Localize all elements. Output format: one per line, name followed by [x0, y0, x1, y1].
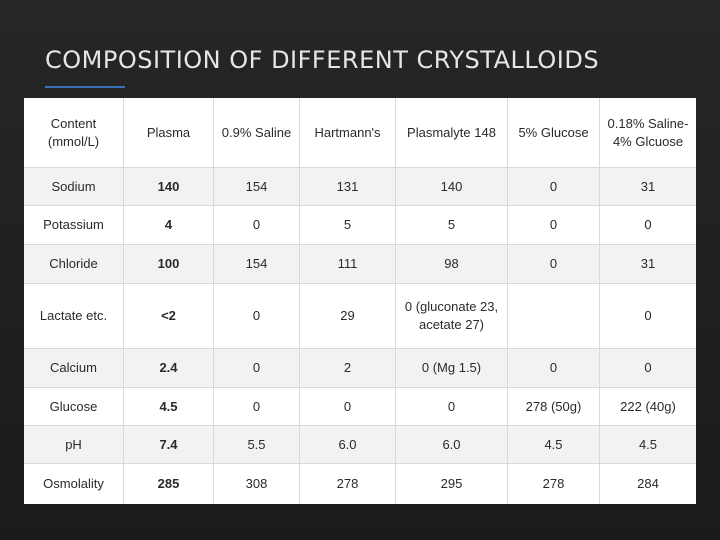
table-row: Chloride 100 154 111 98 0 31	[24, 245, 696, 284]
header-cell-hartmanns: Hartmann's	[300, 98, 396, 168]
table-cell: 285	[124, 464, 214, 504]
table-cell: 2	[300, 349, 396, 388]
table-cell: 4.5	[600, 426, 696, 464]
table-cell: 4.5	[124, 388, 214, 426]
table-cell: 0	[214, 349, 300, 388]
table-cell: 0	[508, 349, 600, 388]
row-label: Potassium	[24, 206, 124, 245]
table-cell: 100	[124, 245, 214, 284]
table-cell: 0	[508, 168, 600, 206]
header-cell-saline: 0.9% Saline	[214, 98, 300, 168]
table-row: pH 7.4 5.5 6.0 6.0 4.5 4.5	[24, 426, 696, 464]
table-cell: 6.0	[396, 426, 508, 464]
table-cell: 0	[600, 284, 696, 349]
table-cell: 222 (40g)	[600, 388, 696, 426]
table-row: Potassium 4 0 5 5 0 0	[24, 206, 696, 245]
table-cell: 140	[124, 168, 214, 206]
table-cell: 154	[214, 245, 300, 284]
row-label: Glucose	[24, 388, 124, 426]
table-cell: 278 (50g)	[508, 388, 600, 426]
table-cell: 5	[300, 206, 396, 245]
table-cell: 278	[508, 464, 600, 504]
table-cell: 6.0	[300, 426, 396, 464]
crystalloid-table-container: Content (mmol/L) Plasma 0.9% Saline Hart…	[24, 98, 696, 504]
table-cell: 7.4	[124, 426, 214, 464]
table-cell: 154	[214, 168, 300, 206]
row-label: pH	[24, 426, 124, 464]
row-label: Sodium	[24, 168, 124, 206]
table-cell: 0 (Mg 1.5)	[396, 349, 508, 388]
table-cell: 31	[600, 245, 696, 284]
header-cell-plasmalyte: Plasmalyte 148	[396, 98, 508, 168]
row-label: Osmolality	[24, 464, 124, 504]
table-cell: 111	[300, 245, 396, 284]
table-cell: 308	[214, 464, 300, 504]
table-cell: 0	[600, 206, 696, 245]
table-cell: <2	[124, 284, 214, 349]
table-cell: 5.5	[214, 426, 300, 464]
row-label: Chloride	[24, 245, 124, 284]
table-row: Sodium 140 154 131 140 0 31	[24, 168, 696, 206]
table-cell: 0	[300, 388, 396, 426]
table-cell: 140	[396, 168, 508, 206]
table-cell: 0	[214, 284, 300, 349]
table-cell: 0	[600, 349, 696, 388]
table-row: Osmolality 285 308 278 295 278 284	[24, 464, 696, 504]
table-cell: 4.5	[508, 426, 600, 464]
table-row: Glucose 4.5 0 0 0 278 (50g) 222 (40g)	[24, 388, 696, 426]
table-header-row: Content (mmol/L) Plasma 0.9% Saline Hart…	[24, 98, 696, 168]
table-cell: 2.4	[124, 349, 214, 388]
title-underline	[45, 86, 125, 88]
table-row: Calcium 2.4 0 2 0 (Mg 1.5) 0 0	[24, 349, 696, 388]
table-cell: 0	[214, 388, 300, 426]
header-cell-plasma: Plasma	[124, 98, 214, 168]
table-cell: 5	[396, 206, 508, 245]
table-cell: 295	[396, 464, 508, 504]
table-cell: 278	[300, 464, 396, 504]
table-cell: 0	[508, 206, 600, 245]
table-cell: 0	[214, 206, 300, 245]
table-cell: 29	[300, 284, 396, 349]
table-cell: 131	[300, 168, 396, 206]
row-label: Calcium	[24, 349, 124, 388]
table-cell: 0	[508, 245, 600, 284]
header-cell-content: Content (mmol/L)	[24, 98, 124, 168]
crystalloid-composition-table: Content (mmol/L) Plasma 0.9% Saline Hart…	[24, 98, 696, 504]
table-cell: 0	[396, 388, 508, 426]
table-cell: 284	[600, 464, 696, 504]
header-cell-saline-glucose: 0.18% Saline-4% Glcuose	[600, 98, 696, 168]
table-row: Lactate etc. <2 0 29 0 (gluconate 23, ac…	[24, 284, 696, 349]
slide-title: COMPOSITION OF DIFFERENT CRYSTALLOIDS	[45, 46, 600, 74]
table-cell: 0 (gluconate 23, acetate 27)	[396, 284, 508, 349]
table-cell: 31	[600, 168, 696, 206]
row-label: Lactate etc.	[24, 284, 124, 349]
table-cell	[508, 284, 600, 349]
table-cell: 4	[124, 206, 214, 245]
table-cell: 98	[396, 245, 508, 284]
header-cell-glucose-5: 5% Glucose	[508, 98, 600, 168]
